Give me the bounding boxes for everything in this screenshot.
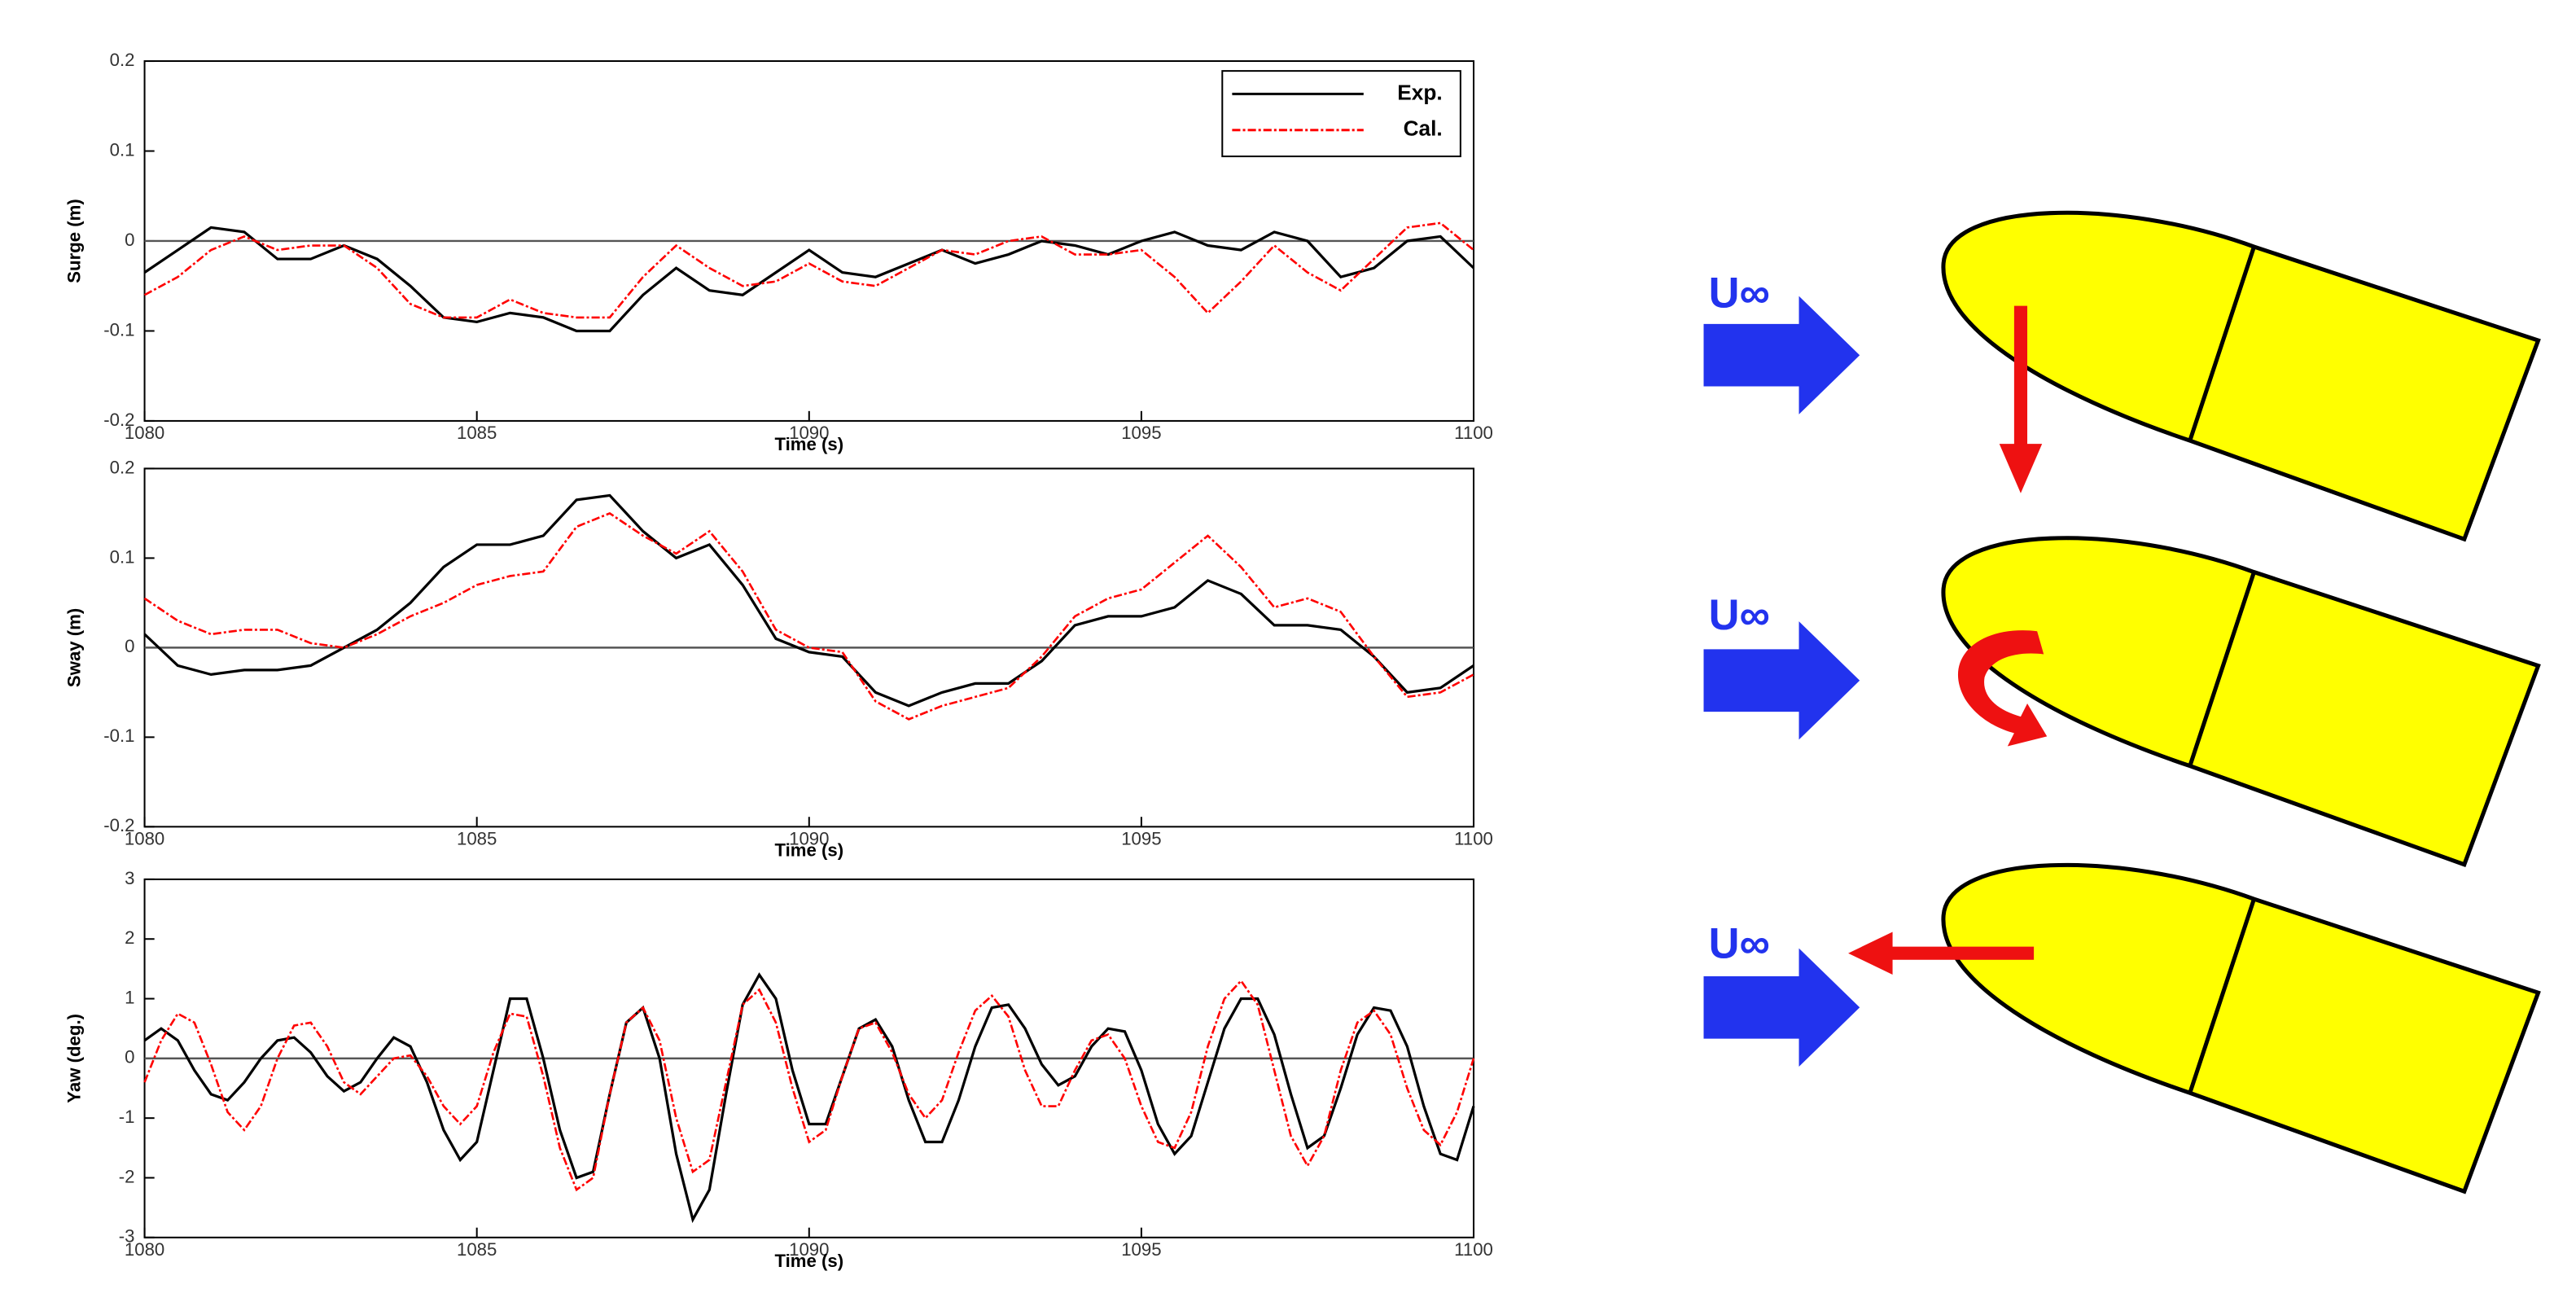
series-line bbox=[143, 979, 1475, 1192]
x-tick-label: 1100 bbox=[1454, 423, 1493, 443]
x-tick-label: 1095 bbox=[1121, 1239, 1161, 1260]
x-tick-label: 1100 bbox=[1454, 828, 1493, 848]
y-axis-label: Yaw (deg.) bbox=[64, 1014, 85, 1103]
y-tick-label: 0.1 bbox=[110, 546, 135, 567]
x-tick-label: 1100 bbox=[1454, 1239, 1493, 1260]
x-tick-label: 1085 bbox=[457, 1239, 497, 1260]
series-line bbox=[143, 226, 1475, 333]
y-tick-label: -0.2 bbox=[103, 815, 134, 835]
x-axis-label: Time (s) bbox=[774, 434, 843, 454]
x-tick-label: 1080 bbox=[125, 828, 164, 848]
ship-diagram: U∞ U∞ U∞ bbox=[1703, 213, 2539, 1191]
y-tick-label: -1 bbox=[119, 1107, 135, 1127]
y-tick-label: 0 bbox=[125, 1047, 134, 1067]
x-axis-label: Time (s) bbox=[774, 839, 843, 860]
y-tick-label: 1 bbox=[125, 987, 134, 1007]
x-tick-label: 1095 bbox=[1121, 828, 1161, 848]
surge-arrow bbox=[1999, 305, 2043, 493]
y-tick-label: 0.2 bbox=[110, 50, 135, 70]
yaw-arrow bbox=[1957, 630, 2048, 747]
legend-label: Exp. bbox=[1397, 80, 1442, 104]
y-axis-label: Sway (m) bbox=[64, 608, 85, 687]
x-tick-label: 1080 bbox=[125, 1239, 164, 1260]
x-axis-label: Time (s) bbox=[774, 1251, 843, 1271]
y-tick-label: -2 bbox=[119, 1166, 135, 1186]
y-tick-label: -0.1 bbox=[103, 319, 134, 340]
x-tick-label: 1085 bbox=[457, 423, 497, 443]
x-tick-label: 1090 bbox=[789, 1239, 829, 1260]
series-line bbox=[143, 493, 1474, 708]
series-line bbox=[143, 221, 1474, 319]
y-tick-label: 3 bbox=[125, 868, 134, 888]
x-tick-label: 1090 bbox=[789, 828, 829, 848]
flow-label: U∞ bbox=[1709, 270, 1770, 317]
y-tick-label: 0 bbox=[125, 230, 134, 250]
legend-box bbox=[1221, 70, 1461, 158]
flow-label: U∞ bbox=[1709, 921, 1770, 968]
x-tick-label: 1095 bbox=[1121, 423, 1161, 443]
x-tick-label: 1090 bbox=[789, 423, 829, 443]
series-line bbox=[143, 972, 1475, 1224]
y-tick-label: 2 bbox=[125, 927, 134, 948]
y-tick-label: 0.1 bbox=[110, 139, 135, 160]
y-tick-label: 0.2 bbox=[110, 457, 135, 477]
legend-label: Cal. bbox=[1404, 116, 1443, 141]
y-tick-label: 0 bbox=[125, 636, 134, 656]
ship bbox=[1943, 538, 2539, 865]
y-tick-label: -0.1 bbox=[103, 725, 134, 746]
ship bbox=[1943, 865, 2539, 1191]
y-axis-label: Surge (m) bbox=[64, 199, 85, 283]
ship bbox=[1943, 213, 2539, 539]
x-tick-label: 1080 bbox=[125, 423, 164, 443]
y-tick-label: -0.2 bbox=[103, 410, 134, 430]
y-tick-label: -3 bbox=[119, 1226, 135, 1247]
flow-label: U∞ bbox=[1709, 592, 1770, 639]
x-tick-label: 1085 bbox=[457, 828, 497, 848]
sway-arrow bbox=[1848, 931, 2035, 975]
series-line bbox=[143, 511, 1474, 721]
